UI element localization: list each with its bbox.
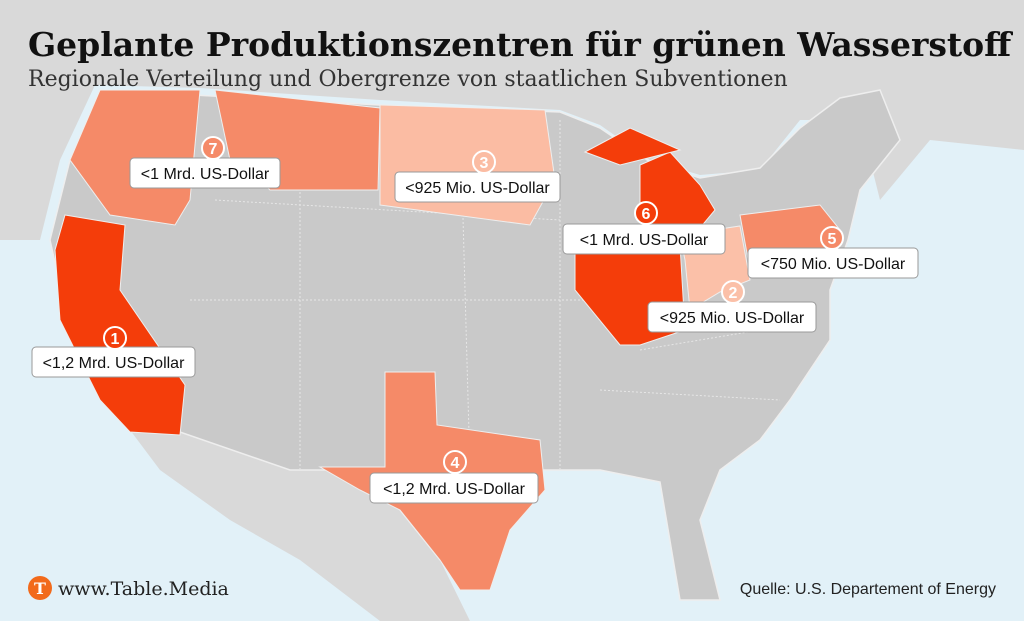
hub-number: 6 <box>642 206 651 223</box>
source: Quelle: U.S. Departement of Energy <box>740 581 996 598</box>
hub-number: 4 <box>451 455 460 472</box>
hub-badge <box>201 136 225 160</box>
hub-label: <1,2 Mrd. US-Dollar <box>43 355 185 372</box>
subtitle: Regionale Verteilung und Obergrenze von … <box>28 67 788 92</box>
hub-label: <1 Mrd. US-Dollar <box>141 166 270 183</box>
hub-region <box>54 214 186 436</box>
label-box <box>129 157 281 189</box>
hub-label: <1 Mrd. US-Dollar <box>580 232 709 249</box>
hub-number: 1 <box>111 331 120 348</box>
hub-number: 2 <box>729 285 738 302</box>
hub-number: 3 <box>480 155 489 172</box>
logo-circle <box>28 576 52 600</box>
mexico <box>130 430 470 621</box>
hub-badge <box>443 450 467 474</box>
logo: T <box>34 579 46 598</box>
title: Geplante Produktionszentren für grünen W… <box>28 25 1013 64</box>
hubs: <1,2 Mrd. US-Dollar 1 <925 Mio. US-Dollar 2… <box>31 89 919 591</box>
hub-number: 5 <box>828 231 837 248</box>
hub-label: <925 Mio. US-Dollar <box>405 180 550 197</box>
hub-label: <925 Mio. US-Dollar <box>660 310 805 327</box>
canada <box>0 0 1024 240</box>
hub-number: 7 <box>209 141 218 158</box>
hub-label: <1,2 Mrd. US-Dollar <box>383 481 525 498</box>
hub-badge <box>721 280 745 304</box>
hub-badge <box>820 226 844 250</box>
hub-badge <box>103 326 127 350</box>
hub-label: <750 Mio. US-Dollar <box>761 256 906 273</box>
hub-region <box>583 127 682 166</box>
hub-region <box>379 104 556 226</box>
hub-badge <box>634 201 658 225</box>
hub-badge <box>472 150 496 174</box>
website: www.Table.Media <box>58 578 229 600</box>
